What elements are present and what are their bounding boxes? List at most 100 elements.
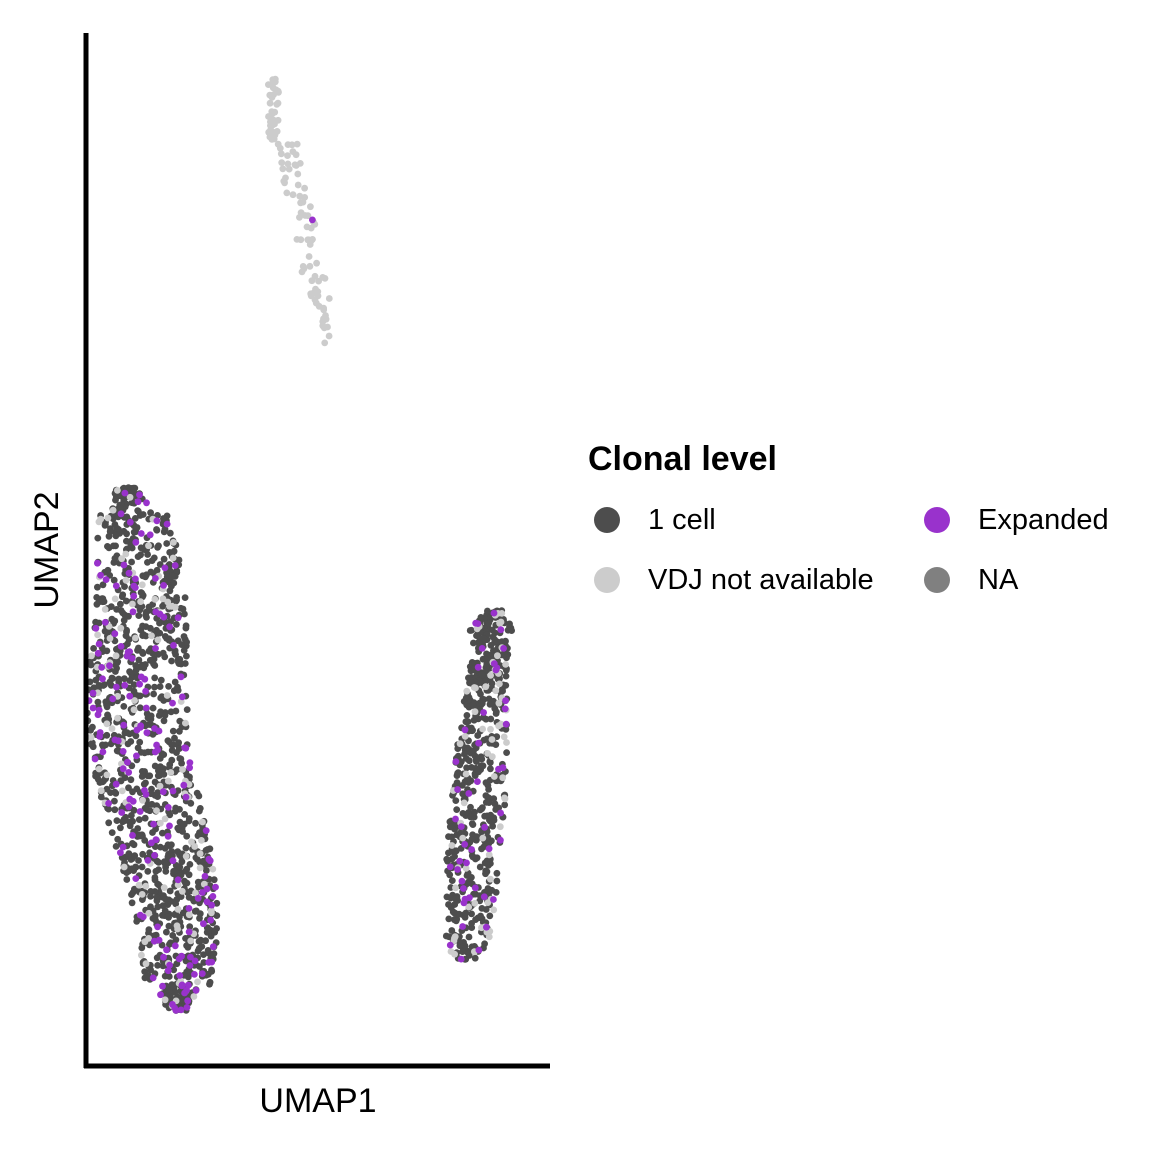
scatter-point-1-cell (147, 790, 155, 798)
scatter-point-1-cell (135, 656, 143, 664)
scatter-point-vdj-not-available (484, 750, 491, 757)
scatter-point-1-cell (126, 668, 133, 675)
scatter-point-1-cell (144, 559, 151, 566)
legend-item-expanded: Expanded (918, 499, 1138, 541)
scatter-point-expanded (475, 739, 482, 747)
scatter-point-1-cell (492, 806, 500, 813)
scatter-point-1-cell (90, 645, 97, 652)
scatter-point-1-cell (147, 893, 154, 900)
scatter-point-expanded (113, 683, 120, 691)
scatter-point-1-cell (482, 792, 490, 799)
scatter-point-vdj-not-available (305, 253, 313, 260)
scatter-point-1-cell (165, 636, 173, 644)
scatter-point-1-cell (489, 633, 497, 641)
scatter-point-1-cell (171, 807, 179, 815)
scatter-point-vdj-not-available (160, 884, 168, 891)
scatter-point-1-cell (468, 920, 475, 927)
scatter-point-expanded (166, 623, 174, 631)
scatter-point-1-cell (151, 874, 159, 881)
scatter-point-expanded (164, 832, 172, 840)
scatter-point-1-cell (459, 810, 467, 817)
scatter-point-1-cell (131, 515, 139, 522)
scatter-point-vdj-not-available (462, 770, 470, 778)
scatter-point-1-cell (169, 727, 177, 735)
scatter-point-1-cell (499, 685, 506, 693)
scatter-point-1-cell (200, 959, 208, 966)
scatter-point-expanded (478, 645, 486, 652)
scatter-point-expanded (203, 885, 211, 893)
scatter-point-expanded (480, 893, 488, 901)
scatter-point-expanded (146, 531, 154, 539)
scatter-point-expanded (112, 780, 120, 788)
scatter-point-1-cell (176, 863, 184, 871)
scatter-point-1-cell (467, 803, 474, 811)
scatter-point-vdj-not-available (95, 765, 103, 773)
scatter-point-1-cell (133, 524, 141, 531)
scatter-point-1-cell (484, 607, 491, 615)
scatter-point-1-cell (123, 530, 130, 538)
scatter-point-1-cell (469, 821, 477, 828)
scatter-point-expanded (177, 1006, 185, 1014)
scatter-point-1-cell (502, 637, 509, 645)
scatter-point-1-cell (153, 802, 161, 809)
scatter-point-vdj-not-available (95, 518, 103, 526)
scatter-point-expanded (151, 852, 158, 859)
scatter-point-expanded (485, 845, 493, 853)
scatter-point-vdj-not-available (145, 935, 153, 942)
scatter-point-1-cell (452, 917, 460, 925)
scatter-point-1-cell (477, 690, 484, 698)
scatter-point-expanded (186, 759, 194, 766)
scatter-point-vdj-not-available (319, 318, 327, 325)
scatter-point-1-cell (97, 793, 105, 801)
scatter-point-expanded (106, 662, 113, 670)
scatter-point-1-cell (135, 816, 143, 823)
scatter-point-expanded (169, 787, 177, 795)
scatter-point-expanded (120, 721, 128, 729)
scatter-point-1-cell (448, 927, 456, 934)
scatter-point-1-cell (96, 779, 104, 786)
scatter-point-1-cell (142, 779, 149, 787)
scatter-point-1-cell (180, 820, 188, 828)
scatter-point-1-cell (149, 915, 157, 922)
scatter-point-expanded (171, 942, 179, 950)
scatter-point-1-cell (110, 576, 118, 584)
scatter-point-expanded (105, 800, 112, 807)
scatter-point-1-cell (478, 700, 486, 707)
scatter-point-vdj-not-available (198, 837, 205, 844)
scatter-point-1-cell (99, 742, 107, 750)
scatter-point-vdj-not-available (126, 493, 134, 501)
scatter-point-expanded (183, 1004, 191, 1011)
scatter-point-expanded (154, 923, 162, 931)
scatter-point-1-cell (163, 928, 170, 936)
scatter-point-vdj-not-available (185, 781, 193, 788)
scatter-point-expanded (460, 885, 467, 892)
scatter-point-1-cell (170, 579, 178, 587)
scatter-point-1-cell (159, 829, 166, 837)
scatter-point-expanded (171, 562, 179, 569)
scatter-point-1-cell (211, 928, 219, 936)
scatter-point-1-cell (112, 496, 119, 504)
scatter-point-1-cell (475, 768, 482, 776)
scatter-point-1-cell (138, 863, 146, 871)
scatter-point-expanded (126, 518, 134, 526)
scatter-point-1-cell (122, 597, 130, 605)
scatter-point-expanded (202, 827, 210, 834)
scatter-point-expanded (475, 946, 483, 954)
scatter-point-1-cell (151, 932, 158, 940)
scatter-point-1-cell (127, 812, 135, 819)
scatter-point-1-cell (466, 627, 474, 634)
scatter-point-expanded (94, 649, 102, 657)
scatter-point-1-cell (486, 912, 494, 920)
scatter-point-vdj-not-available (199, 818, 206, 826)
scatter-point-1-cell (204, 947, 212, 954)
scatter-point-vdj-not-available (170, 539, 177, 546)
legend-dot-expanded (924, 507, 950, 533)
scatter-point-1-cell (134, 553, 142, 560)
scatter-point-1-cell (180, 647, 188, 654)
scatter-point-expanded (180, 781, 188, 789)
scatter-point-expanded (137, 530, 145, 537)
scatter-point-1-cell (485, 786, 492, 793)
scatter-point-1-cell (479, 804, 486, 811)
scatter-point-vdj-not-available (322, 312, 329, 319)
scatter-point-vdj-not-available (485, 933, 493, 941)
